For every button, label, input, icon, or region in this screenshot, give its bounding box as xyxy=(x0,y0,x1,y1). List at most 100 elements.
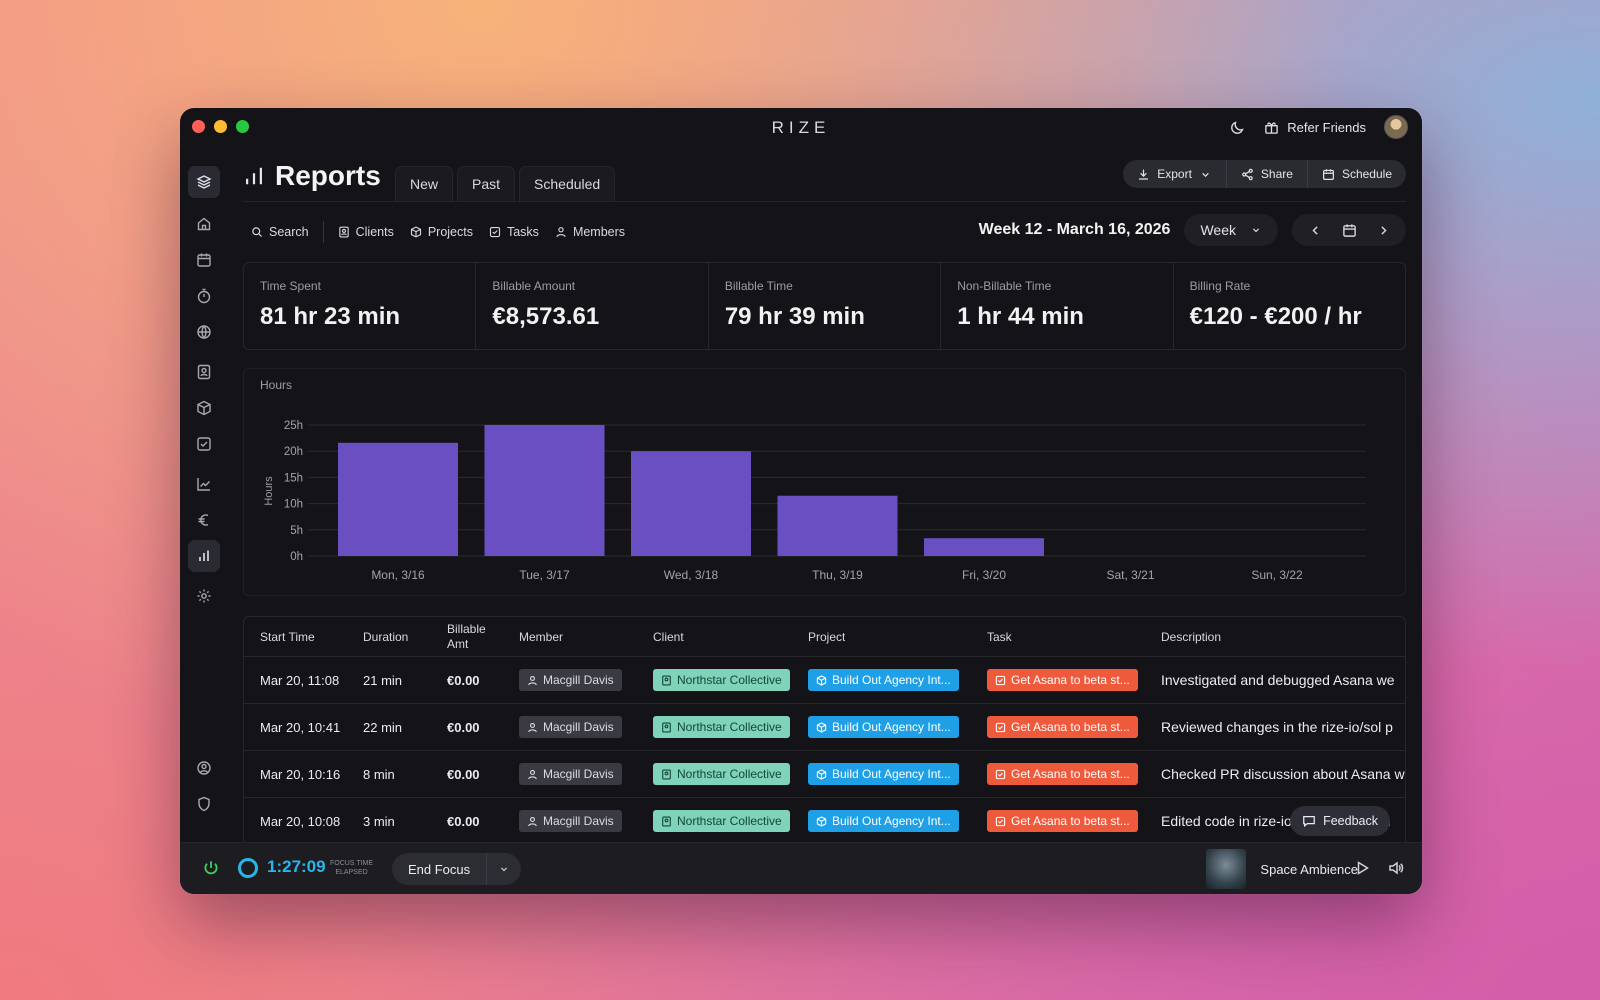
search-icon xyxy=(252,227,262,237)
project-pill[interactable]: Build Out Agency Int... xyxy=(808,763,959,785)
refer-friends-button[interactable]: Refer Friends xyxy=(1264,120,1366,135)
column-header-member[interactable]: Member xyxy=(519,629,564,644)
table-row[interactable]: Mar 20, 10:16 8 min €0.00 Macgill Davis Nort… xyxy=(244,751,1405,798)
project-pill[interactable]: Build Out Agency Int... xyxy=(808,669,959,691)
sidebar-item-account[interactable] xyxy=(188,752,220,784)
focus-timer: 1:27:09 xyxy=(267,857,326,876)
tasks-filter-label: Tasks xyxy=(506,225,539,239)
client-pill[interactable]: Northstar Collective xyxy=(653,810,790,832)
sidebar-item-analytics[interactable] xyxy=(188,468,220,500)
sidebar-item-privacy[interactable] xyxy=(188,788,220,820)
column-header-project[interactable]: Project xyxy=(808,629,846,644)
column-header-client[interactable]: Client xyxy=(653,629,684,644)
play-icon[interactable] xyxy=(1354,860,1370,876)
bar xyxy=(484,425,605,556)
search-button[interactable]: Search xyxy=(243,225,317,239)
app-window: RIZE Refer Friends xyxy=(180,108,1422,894)
tab-new[interactable]: New xyxy=(395,166,454,201)
calendar-icon xyxy=(1342,223,1356,237)
summary-stats: Time Spent 81 hr 23 min Billable Amount … xyxy=(243,262,1406,350)
user-icon xyxy=(528,675,537,685)
volume-icon[interactable] xyxy=(1388,860,1404,876)
sidebar-item-globe[interactable] xyxy=(188,316,220,348)
schedule-button[interactable]: Schedule xyxy=(1308,160,1406,188)
sidebar-item-calendar[interactable] xyxy=(188,244,220,276)
title-bar: RIZE Refer Friends xyxy=(180,108,1422,146)
column-header-billable-amount[interactable]: Billable Amt xyxy=(447,621,486,651)
project-pill[interactable]: Build Out Agency Int... xyxy=(808,716,959,738)
cube-icon xyxy=(410,226,421,238)
member-pill[interactable]: Macgill Davis xyxy=(519,716,622,738)
export-button[interactable]: Export xyxy=(1123,160,1227,188)
sidebar-item-timer[interactable] xyxy=(188,280,220,312)
share-button[interactable]: Share xyxy=(1227,160,1308,188)
x-tick-label: Fri, 3/20 xyxy=(962,568,1006,582)
checkbox-icon xyxy=(995,722,1006,732)
project-name: Build Out Agency Int... xyxy=(832,767,951,781)
client-name: Northstar Collective xyxy=(677,673,782,687)
member-pill[interactable]: Macgill Davis xyxy=(519,763,622,785)
share-icon xyxy=(1242,168,1253,180)
projects-filter[interactable]: Projects xyxy=(402,225,481,239)
tab-scheduled[interactable]: Scheduled xyxy=(519,166,616,201)
task-pill[interactable]: Get Asana to beta st... xyxy=(987,810,1138,832)
client-pill[interactable]: Northstar Collective xyxy=(653,716,790,738)
sidebar-item-home[interactable] xyxy=(188,208,220,240)
client-pill[interactable]: Northstar Collective xyxy=(653,763,790,785)
column-header-start-time[interactable]: Start Time xyxy=(260,629,315,644)
tab-past[interactable]: Past xyxy=(457,166,516,201)
y-tick-label: 15h xyxy=(284,472,303,484)
cell-task: Get Asana to beta st... xyxy=(987,798,1138,842)
sidebar-item-clients[interactable] xyxy=(188,356,220,388)
clients-filter[interactable]: Clients xyxy=(330,225,402,239)
stat-billing-rate: Billing Rate €120 - €200 / hr xyxy=(1174,263,1405,349)
cell-duration: 22 min xyxy=(363,719,403,735)
project-pill[interactable]: Build Out Agency Int... xyxy=(808,810,959,832)
power-icon[interactable] xyxy=(202,859,220,877)
table-row[interactable]: Mar 20, 10:41 22 min €0.00 Macgill Davis Nor… xyxy=(244,704,1405,751)
sidebar-item-layers[interactable] xyxy=(188,166,220,198)
focus-elapsed-line2: ELAPSED xyxy=(335,869,368,876)
period-select[interactable]: Week xyxy=(1184,214,1278,246)
stat-value: €8,573.61 xyxy=(492,303,600,330)
sidebar-item-projects[interactable] xyxy=(188,392,220,424)
members-filter[interactable]: Members xyxy=(547,225,633,239)
stat-label: Billing Rate xyxy=(1189,279,1251,293)
calendar-icon xyxy=(197,253,211,267)
close-window-button[interactable] xyxy=(192,120,205,133)
cell-description: Reviewed changes in the rize-io/sol p xyxy=(1161,719,1393,735)
tasks-filter[interactable]: Tasks xyxy=(481,225,547,239)
sidebar-item-settings[interactable] xyxy=(188,580,220,612)
member-pill[interactable]: Macgill Davis xyxy=(519,810,622,832)
task-pill[interactable]: Get Asana to beta st... xyxy=(987,763,1138,785)
end-focus-button[interactable]: End Focus xyxy=(392,853,488,885)
table-row[interactable]: Mar 20, 10:08 3 min €0.00 Macgill Davis Nort… xyxy=(244,798,1405,842)
feedback-button[interactable]: Feedback xyxy=(1290,806,1390,836)
sidebar-item-reports[interactable] xyxy=(188,540,220,572)
share-label: Share xyxy=(1260,167,1293,181)
task-pill[interactable]: Get Asana to beta st... xyxy=(987,669,1138,691)
column-header-duration[interactable]: Duration xyxy=(363,629,409,644)
task-pill[interactable]: Get Asana to beta st... xyxy=(987,716,1138,738)
column-header-task[interactable]: Task xyxy=(987,629,1012,644)
member-pill[interactable]: Macgill Davis xyxy=(519,669,622,691)
next-week-button[interactable] xyxy=(1370,224,1396,237)
date-picker-button[interactable] xyxy=(1336,223,1362,238)
project-name: Build Out Agency Int... xyxy=(832,673,951,687)
moon-icon[interactable] xyxy=(1230,119,1246,135)
sidebar-item-billing[interactable] xyxy=(188,504,220,536)
x-tick-label: Wed, 3/18 xyxy=(664,568,719,582)
chat-bubble-icon xyxy=(1303,816,1315,828)
client-pill[interactable]: Northstar Collective xyxy=(653,669,790,691)
table-row[interactable]: Mar 20, 11:08 21 min €0.00 Macgill Davis Nor… xyxy=(244,657,1405,704)
minimize-window-button[interactable] xyxy=(214,120,227,133)
previous-week-button[interactable] xyxy=(1302,224,1328,237)
column-header-description[interactable]: Description xyxy=(1161,629,1222,644)
sidebar-item-tasks[interactable] xyxy=(188,428,220,460)
cell-task: Get Asana to beta st... xyxy=(987,704,1138,750)
feedback-label: Feedback xyxy=(1323,814,1378,828)
zoom-window-button[interactable] xyxy=(236,120,249,133)
end-focus-menu-button[interactable] xyxy=(487,863,521,875)
avatar[interactable] xyxy=(1384,115,1408,139)
cell-task: Get Asana to beta st... xyxy=(987,657,1138,703)
